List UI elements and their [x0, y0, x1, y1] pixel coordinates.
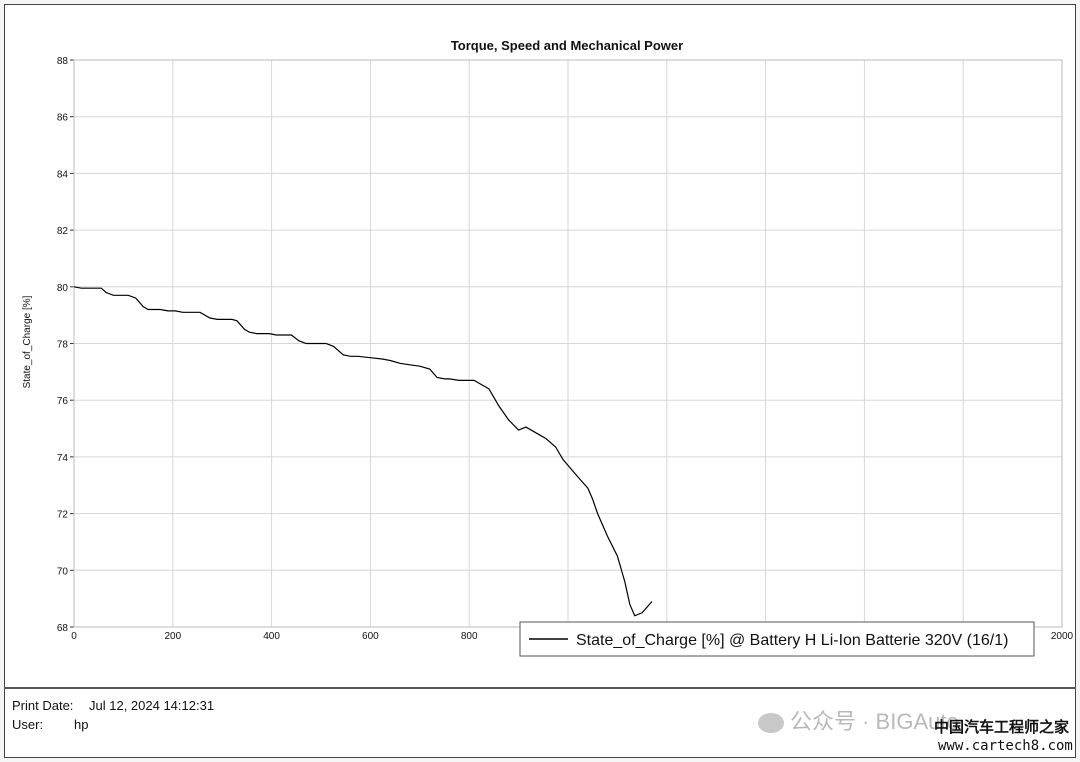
legend-box	[519, 621, 1035, 657]
x-tick-label: 2000	[1051, 631, 1074, 642]
site-watermark: www.cartech8.com	[938, 738, 1073, 754]
footer-divider	[4, 687, 1076, 689]
wechat-watermark: 公众号 · BIGAuto	[758, 704, 959, 736]
y-tick-label: 88	[57, 56, 69, 67]
legend-entry-state-of-charge: State_of_Charge [%] @ Battery H Li-Ion B…	[576, 632, 1008, 649]
chart-title: Torque, Speed and Mechanical Power	[451, 38, 683, 53]
wechat-icon	[758, 713, 784, 734]
y-tick-label: 78	[57, 340, 69, 351]
y-tick-label: 82	[57, 226, 69, 237]
print-date-label: Print Date:	[12, 698, 74, 713]
x-tick-label: 600	[362, 631, 379, 642]
print-date-value: Jul 12, 2024 14:12:31	[89, 698, 215, 713]
series-line-state-of-charge	[73, 286, 653, 617]
y-tick-label: 86	[57, 113, 69, 124]
user-value: hp	[74, 717, 89, 732]
x-tick-label: 400	[263, 631, 280, 642]
wechat-watermark-text: 公众号 · BIGAuto	[790, 709, 959, 734]
x-tick-label: 200	[164, 631, 181, 642]
y-tick-label: 68	[57, 623, 69, 634]
x-tick-label: 800	[461, 631, 478, 642]
y-tick-label: 84	[57, 169, 69, 180]
y-tick-label: 74	[57, 453, 69, 464]
legend: State_of_Charge [%] @ Battery H Li-Ion B…	[519, 621, 1035, 657]
soc-chart: 0200400600800100012001400160018002000687…	[22, 38, 1074, 657]
y-tick-label: 76	[57, 396, 69, 407]
y-tick-label: 80	[57, 283, 69, 294]
y-tick-label: 70	[57, 566, 69, 577]
y-axis-label: State_of_Charge [%]	[22, 295, 33, 388]
org-watermark: 中国汽车工程师之家	[934, 718, 1070, 736]
user-label: User:	[12, 717, 44, 732]
y-tick-label: 72	[57, 510, 69, 521]
x-tick-label: 0	[71, 631, 77, 642]
